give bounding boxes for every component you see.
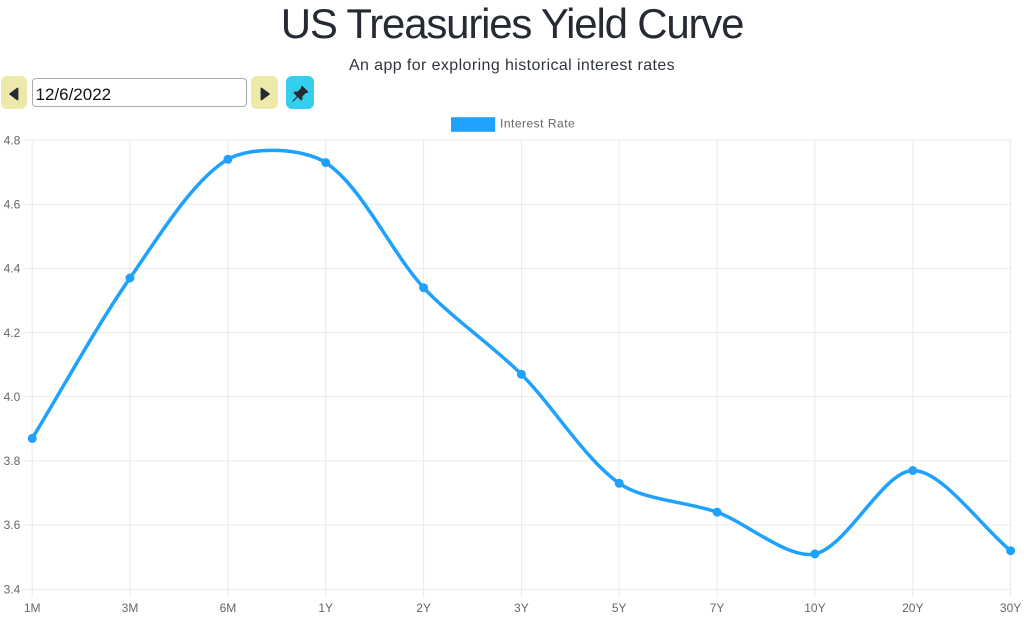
- svg-text:5Y: 5Y: [612, 601, 627, 615]
- svg-text:4.2: 4.2: [4, 326, 21, 340]
- svg-text:3.8: 3.8: [4, 454, 21, 468]
- svg-text:1Y: 1Y: [318, 601, 333, 615]
- svg-text:10Y: 10Y: [804, 601, 825, 615]
- svg-text:6M: 6M: [220, 601, 237, 615]
- svg-text:3Y: 3Y: [514, 601, 529, 615]
- svg-text:Interest Rate: Interest Rate: [500, 117, 575, 131]
- svg-text:3.4: 3.4: [4, 582, 21, 596]
- svg-text:4.4: 4.4: [4, 262, 21, 276]
- svg-text:4.8: 4.8: [4, 133, 21, 147]
- svg-text:3M: 3M: [122, 601, 139, 615]
- svg-text:2Y: 2Y: [416, 601, 431, 615]
- svg-text:4.0: 4.0: [4, 390, 21, 404]
- svg-text:1M: 1M: [24, 601, 41, 615]
- svg-text:4.6: 4.6: [4, 198, 21, 212]
- svg-text:3.6: 3.6: [4, 518, 21, 532]
- svg-text:7Y: 7Y: [710, 601, 725, 615]
- svg-text:20Y: 20Y: [902, 601, 923, 615]
- svg-text:30Y: 30Y: [1000, 601, 1021, 615]
